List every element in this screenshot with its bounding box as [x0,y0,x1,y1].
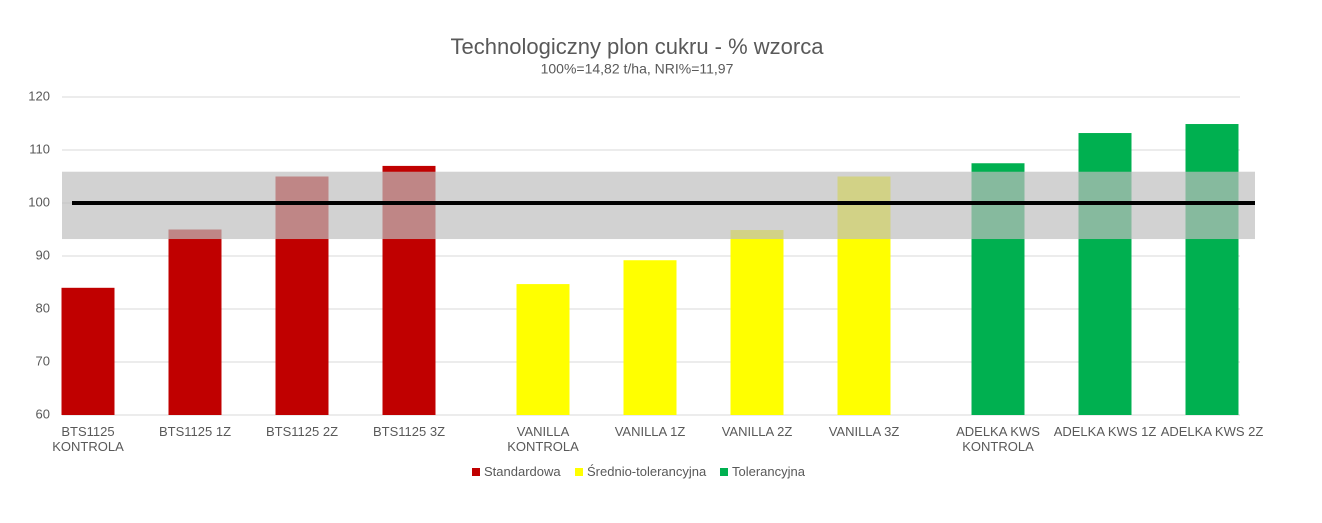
chart-subtitle: 100%=14,82 t/ha, NRI%=11,97 [541,61,734,77]
bar [1185,124,1239,415]
x-tick-label: BTS1125 3Z [372,424,446,439]
legend-swatch [472,467,480,476]
x-tick-label: ADELKA KWS 2Z [1160,424,1264,439]
y-tick-label: 100 [28,194,50,209]
bar [168,229,222,415]
x-tick-label: VANILLA KONTROLA [507,424,579,454]
y-tick-label: 80 [36,300,50,315]
bar [730,230,784,415]
x-tick-label: VANILLA 1Z [614,424,686,439]
y-tick-label: 110 [29,141,50,156]
legend-swatch [720,467,728,476]
y-tick-label: 90 [36,247,50,262]
x-tick-label: ADELKA KWS 1Z [1053,424,1157,439]
x-tick-label: VANILLA 2Z [721,424,793,439]
legend-swatch [575,467,583,476]
y-tick-label: 120 [28,88,50,103]
legend-label: Średnio-tolerancyjna [587,464,707,479]
legend-item: Standardowa [472,464,561,479]
x-tick-label: BTS1125 KONTROLA [52,424,124,454]
x-tick-label: VANILLA 3Z [828,424,900,439]
legend-item: Średnio-tolerancyjna [575,464,706,479]
x-tick-label: BTS1125 1Z [158,424,232,439]
bar [516,284,570,415]
x-tick-label: ADELKA KWS KONTROLA [956,424,1040,454]
bar [61,287,115,415]
y-tick-label: 60 [36,406,50,421]
chart-title: Technologiczny plon cukru - % wzorca [451,34,825,59]
y-tick-label: 70 [36,353,50,368]
legend-label: Standardowa [484,464,561,479]
legend-label: Tolerancyjna [732,464,805,479]
x-tick-label: BTS1125 2Z [265,424,339,439]
reference-band [62,171,1255,240]
bar [623,260,677,415]
legend-item: Tolerancyjna [720,464,805,479]
